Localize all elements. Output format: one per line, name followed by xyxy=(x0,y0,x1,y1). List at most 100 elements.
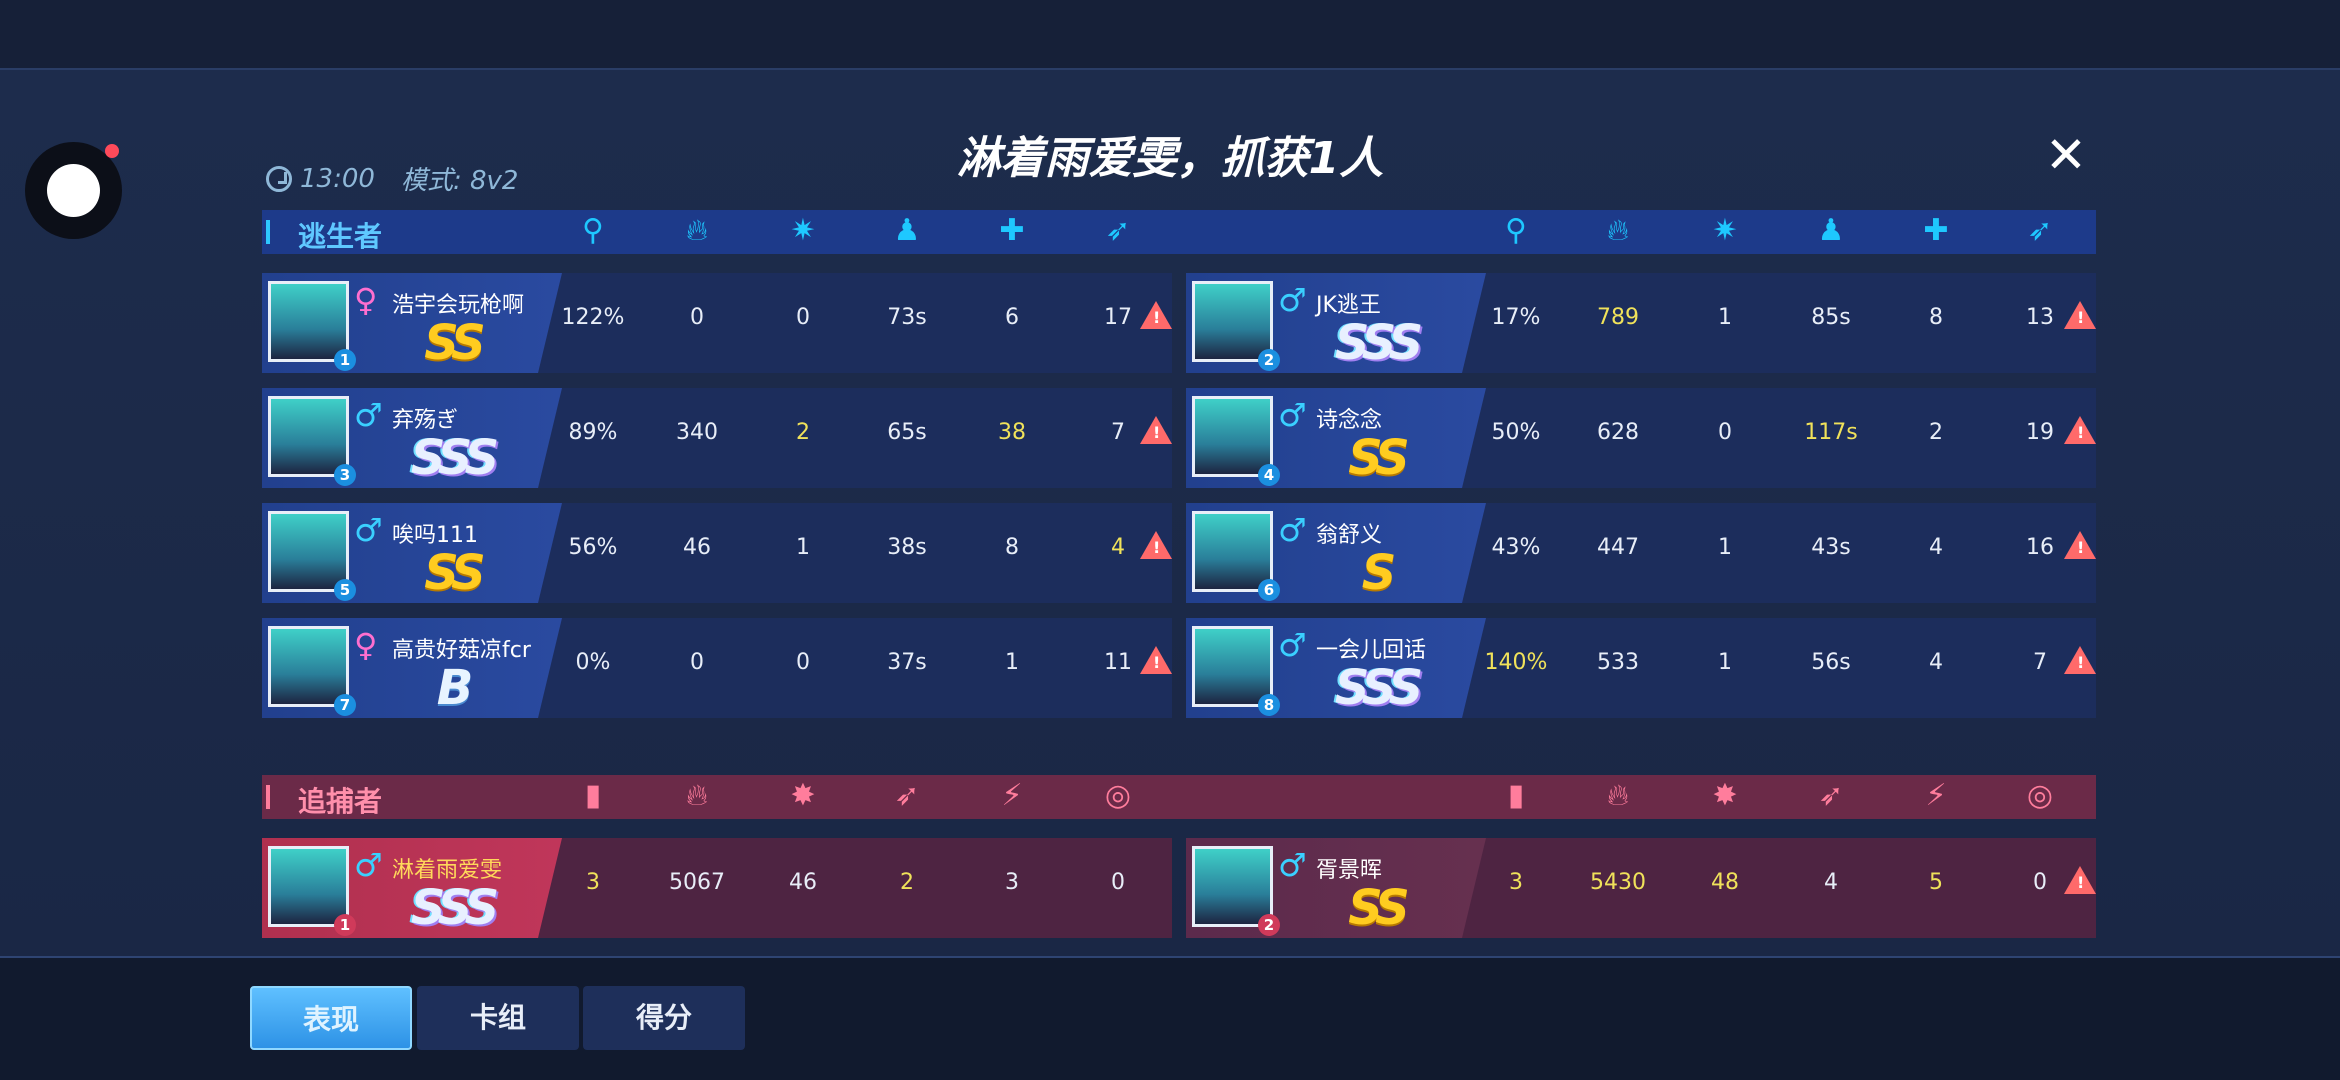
stat-value: 533 xyxy=(1597,650,1639,675)
report-warning-icon[interactable]: ! xyxy=(1140,416,1172,444)
stat-value: 5 xyxy=(1929,870,1943,895)
report-warning-icon[interactable]: ! xyxy=(1140,531,1172,559)
report-warning-icon[interactable]: ! xyxy=(2064,416,2096,444)
stat-value: 340 xyxy=(676,420,718,445)
gender-icon: ♀ xyxy=(354,281,378,319)
stat-value: 11 xyxy=(1104,650,1132,675)
match-time: 13:00 xyxy=(300,163,375,194)
match-title: 淋着雨爱雯，抓获1人 xyxy=(956,133,1384,184)
player-name[interactable]: 翁舒义 xyxy=(1316,523,1383,548)
survivor-row[interactable]: 1 ♀ 浩宇会玩枪啊 SS 122% 0 0 73s 6 17! xyxy=(262,273,1172,373)
survivor-row[interactable]: 7 ♀ 高贵好菇凉fcr B 0% 0 0 37s 1 11! xyxy=(262,618,1172,718)
survivor-row[interactable]: 3 ♂ 弃殇ぎ SSS 89% 340 2 65s 38 7! xyxy=(262,388,1172,488)
hit-icon: ✸ xyxy=(790,778,816,813)
survivor-row[interactable]: 2 ♂ JK逃王 SSS 17% 789 1 85s 8 13! xyxy=(1186,273,2096,373)
player-name[interactable]: 淋着雨爱雯 xyxy=(392,858,503,883)
stat-value: 50% xyxy=(1491,420,1541,445)
stat-value: 17% xyxy=(1491,305,1541,330)
report-warning-icon[interactable]: ! xyxy=(2064,866,2096,894)
rank-badge: SSS xyxy=(1334,315,1423,371)
player-name[interactable]: 高贵好菇凉fcr xyxy=(392,638,531,663)
stat-value: 3 xyxy=(1509,870,1523,895)
stat-value: 43% xyxy=(1491,535,1541,560)
player-avatar[interactable] xyxy=(1192,511,1273,592)
survivor-row[interactable]: 8 ♂ 一会儿回话 SSS 140% 533 1 56s 4 7! xyxy=(1186,618,2096,718)
key-icon: ⚲ xyxy=(1505,213,1527,248)
hunter-row[interactable]: 2 ♂ 胥景晖 SS 3 5430 48 4 5 0! xyxy=(1186,838,2096,938)
record-button[interactable] xyxy=(25,142,122,239)
close-icon[interactable]: ✕ xyxy=(2045,126,2087,184)
stat-value: 5067 xyxy=(669,870,725,895)
survivor-row[interactable]: 6 ♂ 翁舒义 S 43% 447 1 43s 4 16! xyxy=(1186,503,2096,603)
player-name[interactable]: 浩宇会玩枪啊 xyxy=(392,293,525,318)
gender-icon: ♂ xyxy=(1278,626,1307,664)
stat-value: 37s xyxy=(887,650,927,675)
stat-value: 1 xyxy=(1718,305,1732,330)
player-avatar[interactable] xyxy=(268,846,349,927)
stat-value: 447 xyxy=(1597,535,1639,560)
player-avatar[interactable] xyxy=(268,281,349,362)
player-avatar[interactable] xyxy=(1192,846,1273,927)
player-avatar[interactable] xyxy=(1192,396,1273,477)
gender-icon: ♂ xyxy=(354,511,383,549)
player-avatar[interactable] xyxy=(1192,281,1273,362)
report-warning-icon[interactable]: ! xyxy=(2064,531,2096,559)
player-name[interactable]: JK逃王 xyxy=(1316,293,1381,318)
top-strip xyxy=(0,0,2340,68)
gender-icon: ♂ xyxy=(354,396,383,434)
rank-badge: B xyxy=(436,660,474,716)
player-avatar[interactable] xyxy=(268,396,349,477)
tab-0[interactable]: 表现 xyxy=(250,986,412,1050)
player-name[interactable]: 唉吗111 xyxy=(392,523,478,548)
stat-value: 89% xyxy=(568,420,618,445)
hunter-row[interactable]: 1 ♂ 淋着雨爱雯 SSS 3 5067 46 2 3 0 xyxy=(262,838,1172,938)
stat-value: 6 xyxy=(1005,305,1019,330)
tab-2[interactable]: 得分 xyxy=(583,986,745,1050)
stat-value: 56% xyxy=(568,535,618,560)
target-icon: ◎ xyxy=(1104,778,1132,813)
knockdown-icon: ✷ xyxy=(790,213,816,248)
report-warning-icon[interactable]: ! xyxy=(1140,301,1172,329)
stat-value: 1 xyxy=(796,535,810,560)
player-name[interactable]: 弃殇ぎ xyxy=(392,408,459,433)
stat-value: 0 xyxy=(690,305,704,330)
stat-value: 8 xyxy=(1929,305,1943,330)
player-name[interactable]: 一会儿回话 xyxy=(1316,638,1427,663)
stat-value: 46 xyxy=(683,535,711,560)
player-slot-number: 3 xyxy=(334,464,356,486)
survivor-row[interactable]: 5 ♂ 唉吗111 SS 56% 46 1 38s 8 4! xyxy=(262,503,1172,603)
runner-icon: ➶ xyxy=(1818,778,1844,813)
hunter-label: 追捕者 xyxy=(298,785,383,818)
player-slot-number: 4 xyxy=(1258,464,1280,486)
player-name[interactable]: 胥景晖 xyxy=(1316,858,1383,883)
report-warning-icon[interactable]: ! xyxy=(1140,646,1172,674)
survivor-row[interactable]: 4 ♂ 诗念念 SS 50% 628 0 117s 2 19! xyxy=(1186,388,2096,488)
player-slot-number: 5 xyxy=(334,579,356,601)
report-warning-icon[interactable]: ! xyxy=(2064,301,2096,329)
stat-value: 1 xyxy=(1005,650,1019,675)
slash-icon: ⚡︎ xyxy=(1001,778,1023,813)
medkit-icon: ✚ xyxy=(999,213,1025,248)
key-icon: ⚲ xyxy=(582,213,604,248)
stat-value: 0 xyxy=(1111,870,1125,895)
stat-value: 0 xyxy=(796,305,810,330)
player-avatar[interactable] xyxy=(268,511,349,592)
clock-icon xyxy=(266,165,292,192)
rescue-icon: ➶ xyxy=(1105,213,1131,248)
stat-value: 0 xyxy=(2033,870,2047,895)
player-name[interactable]: 诗念念 xyxy=(1316,408,1383,433)
fire-icon: 🔥︎ xyxy=(685,213,709,248)
rank-badge: SSS xyxy=(410,880,499,936)
report-warning-icon[interactable]: ! xyxy=(2064,646,2096,674)
gender-icon: ♂ xyxy=(1278,281,1307,319)
match-mode: 模式: 8v2 xyxy=(400,166,519,196)
stat-value: 65s xyxy=(887,420,927,445)
player-slot-number: 1 xyxy=(334,349,356,371)
player-avatar[interactable] xyxy=(268,626,349,707)
rank-badge: SSS xyxy=(1334,660,1423,716)
rank-badge: SS xyxy=(424,315,485,371)
tab-1[interactable]: 卡组 xyxy=(417,986,579,1050)
survivor-header: 逃生者 ⚲ 🔥︎ ✷ ♟ ✚ ➶ ⚲ 🔥︎ ✷ ♟ ✚ ➶ xyxy=(262,210,2096,254)
door-icon: ▮ xyxy=(584,778,602,813)
player-avatar[interactable] xyxy=(1192,626,1273,707)
